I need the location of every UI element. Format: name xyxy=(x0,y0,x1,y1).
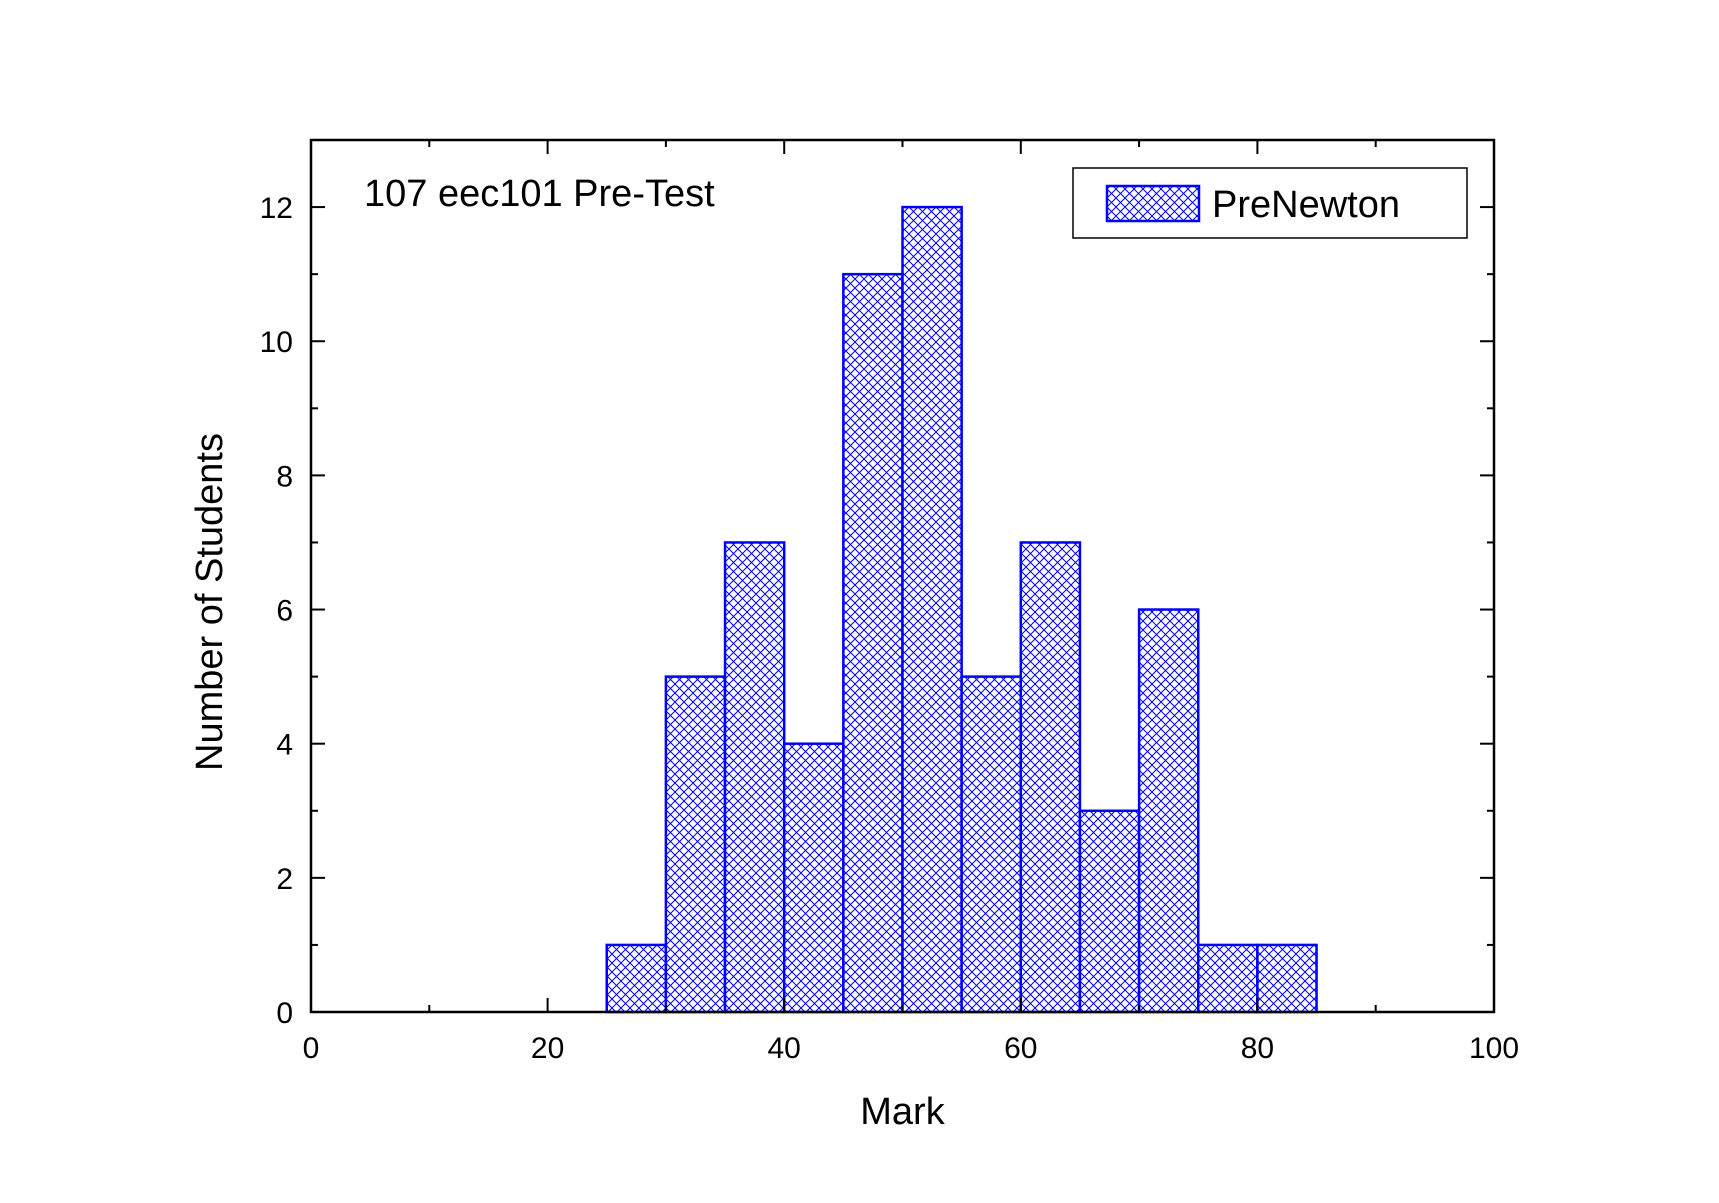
bar-50-55 xyxy=(901,205,963,1014)
y-tick-label: 10 xyxy=(260,326,293,359)
bar-60-65 xyxy=(1019,541,1082,1014)
y-tick-label: 12 xyxy=(260,192,293,225)
legend-entry-prenewton: PreNewton xyxy=(1212,184,1400,226)
bar-35-40 xyxy=(723,541,786,1014)
legend: PreNewton xyxy=(1072,167,1468,239)
bar-80-85 xyxy=(1256,943,1318,1014)
bars-group xyxy=(605,205,1318,1014)
y-tick-label: 2 xyxy=(276,863,293,896)
bar-70-75 xyxy=(1137,608,1200,1014)
bar-30-35 xyxy=(664,675,727,1014)
chart-annotation: 107 eec101 Pre-Test xyxy=(364,173,715,215)
bar-45-50 xyxy=(842,272,904,1014)
bar-75-80 xyxy=(1197,943,1259,1014)
y-tick-label: 6 xyxy=(276,595,293,628)
x-tick-label: 40 xyxy=(768,1032,801,1065)
y-tick-label: 0 xyxy=(276,997,293,1030)
x-tick-label: 100 xyxy=(1469,1032,1519,1065)
bar-55-60 xyxy=(960,675,1023,1014)
legend-swatch xyxy=(1105,184,1201,223)
x-tick-label: 80 xyxy=(1241,1032,1274,1065)
bar-40-45 xyxy=(782,742,845,1014)
bar-65-70 xyxy=(1078,809,1141,1014)
y-tick-label: 8 xyxy=(276,460,293,493)
bar-25-30 xyxy=(605,943,668,1014)
x-tick-label: 60 xyxy=(1004,1032,1037,1065)
y-axis-title: Number of Students xyxy=(189,433,231,771)
x-axis-title: Mark xyxy=(860,1091,945,1133)
y-tick-label: 4 xyxy=(276,729,293,762)
axis-ticks: 0 20 40 60 80 100 0 2 4 6 8 10 12 xyxy=(260,140,1519,1065)
x-tick-label: 20 xyxy=(531,1032,564,1065)
x-tick-label: 0 xyxy=(303,1032,320,1065)
